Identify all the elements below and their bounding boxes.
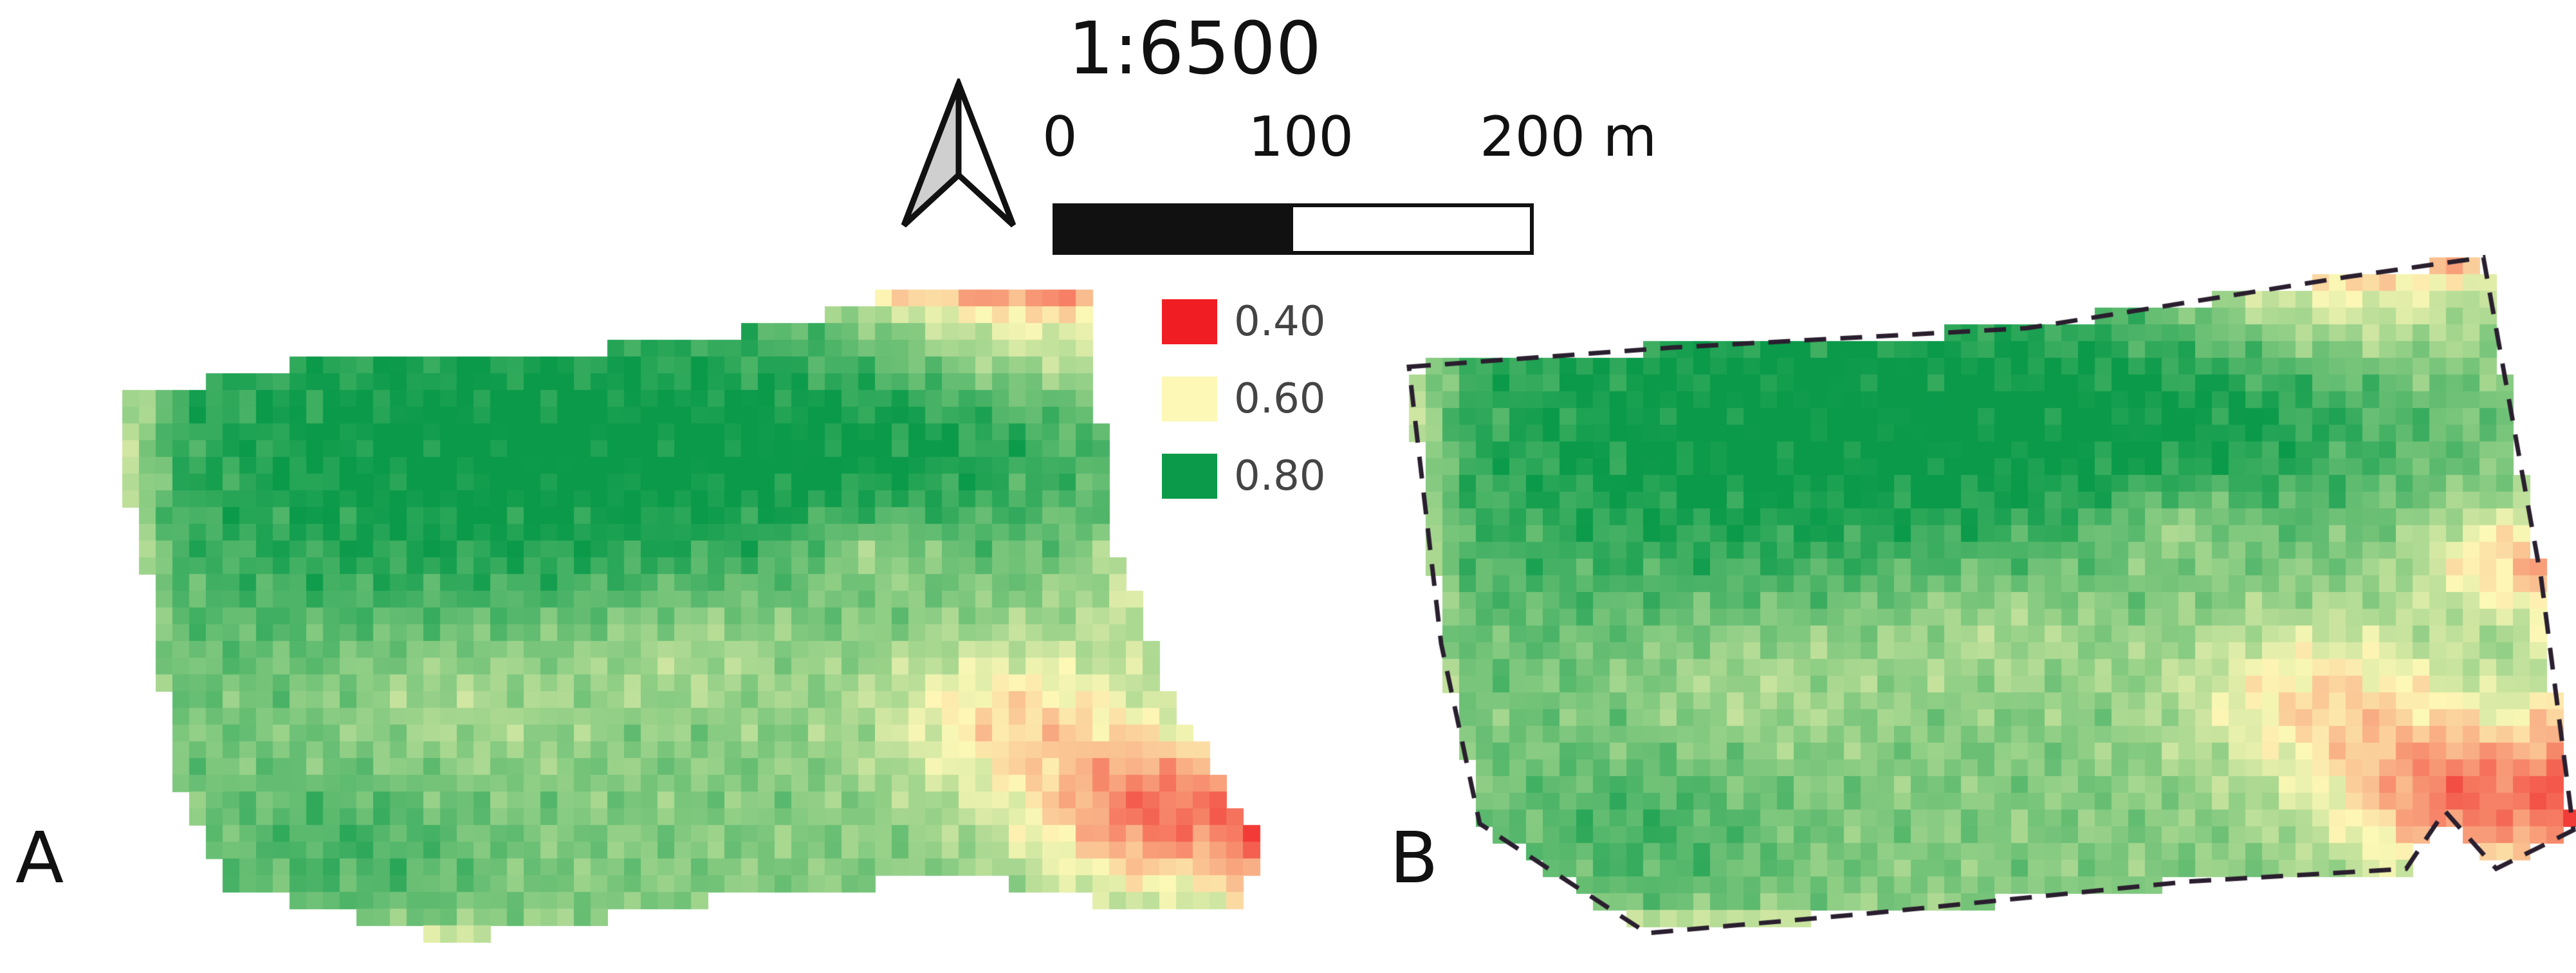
map-scale-ratio: 1:6500	[1068, 7, 1322, 91]
legend-swatch-yellow	[1162, 376, 1217, 422]
legend-item: 0.40	[1162, 283, 1326, 360]
scale-bar	[1053, 203, 1534, 255]
scale-tick-100: 100	[1248, 105, 1354, 169]
legend-swatch-red	[1162, 299, 1217, 344]
legend-label: 0.60	[1234, 375, 1326, 423]
scale-tick-0: 0	[1042, 105, 1078, 169]
panel-label-a: A	[15, 817, 64, 899]
north-arrow-icon	[901, 79, 1017, 228]
legend-label: 0.40	[1234, 298, 1326, 346]
legend: 0.40 0.60 0.80	[1162, 283, 1326, 515]
legend-swatch-green	[1162, 454, 1217, 499]
legend-item: 0.60	[1162, 360, 1326, 438]
legend-label: 0.80	[1234, 452, 1326, 500]
panel-label-b: B	[1390, 817, 1439, 899]
scale-tick-200: 200 m	[1480, 105, 1657, 169]
legend-item: 0.80	[1162, 438, 1326, 515]
scale-bar-black-segment	[1056, 207, 1293, 251]
